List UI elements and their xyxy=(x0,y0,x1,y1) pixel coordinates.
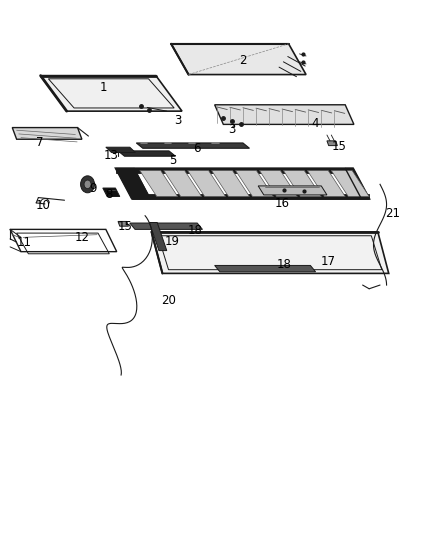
Polygon shape xyxy=(215,265,316,272)
Text: 15: 15 xyxy=(118,220,133,233)
Polygon shape xyxy=(345,168,369,199)
Polygon shape xyxy=(41,76,182,111)
Polygon shape xyxy=(130,223,202,229)
Polygon shape xyxy=(171,44,306,75)
Text: 11: 11 xyxy=(17,236,32,248)
Text: 18: 18 xyxy=(187,224,202,237)
Text: 2: 2 xyxy=(239,54,247,67)
Polygon shape xyxy=(116,168,150,199)
Text: 1: 1 xyxy=(100,81,107,94)
Polygon shape xyxy=(152,232,389,273)
Polygon shape xyxy=(187,171,226,197)
Polygon shape xyxy=(132,195,369,199)
Text: 17: 17 xyxy=(320,255,336,268)
Text: 9: 9 xyxy=(89,182,96,195)
Polygon shape xyxy=(118,151,176,156)
Polygon shape xyxy=(164,171,201,197)
Text: 18: 18 xyxy=(277,259,292,271)
Text: 16: 16 xyxy=(275,197,290,211)
Polygon shape xyxy=(116,168,353,173)
Circle shape xyxy=(84,180,91,189)
Polygon shape xyxy=(118,221,128,226)
Polygon shape xyxy=(259,171,297,197)
Polygon shape xyxy=(215,105,354,124)
Text: 5: 5 xyxy=(170,154,177,167)
Polygon shape xyxy=(106,147,135,152)
Text: 19: 19 xyxy=(165,235,180,247)
Text: 20: 20 xyxy=(162,294,177,307)
Text: 15: 15 xyxy=(331,140,346,153)
Text: 8: 8 xyxy=(106,189,113,201)
Polygon shape xyxy=(258,186,327,195)
Polygon shape xyxy=(12,127,82,139)
Polygon shape xyxy=(283,171,321,197)
Polygon shape xyxy=(149,222,167,251)
Text: 6: 6 xyxy=(194,142,201,155)
Text: 13: 13 xyxy=(104,149,119,161)
Text: 4: 4 xyxy=(311,117,318,130)
Circle shape xyxy=(81,176,95,193)
Polygon shape xyxy=(140,171,178,197)
Polygon shape xyxy=(236,171,273,197)
Text: 21: 21 xyxy=(385,207,401,220)
Polygon shape xyxy=(103,188,120,197)
Text: 3: 3 xyxy=(174,114,181,127)
Text: 10: 10 xyxy=(35,199,50,212)
Polygon shape xyxy=(307,171,345,197)
Text: 3: 3 xyxy=(228,123,236,136)
Text: 7: 7 xyxy=(36,136,43,149)
Polygon shape xyxy=(212,171,250,197)
Polygon shape xyxy=(136,143,250,148)
Text: 12: 12 xyxy=(74,231,89,244)
Polygon shape xyxy=(331,171,369,197)
Polygon shape xyxy=(327,141,337,146)
